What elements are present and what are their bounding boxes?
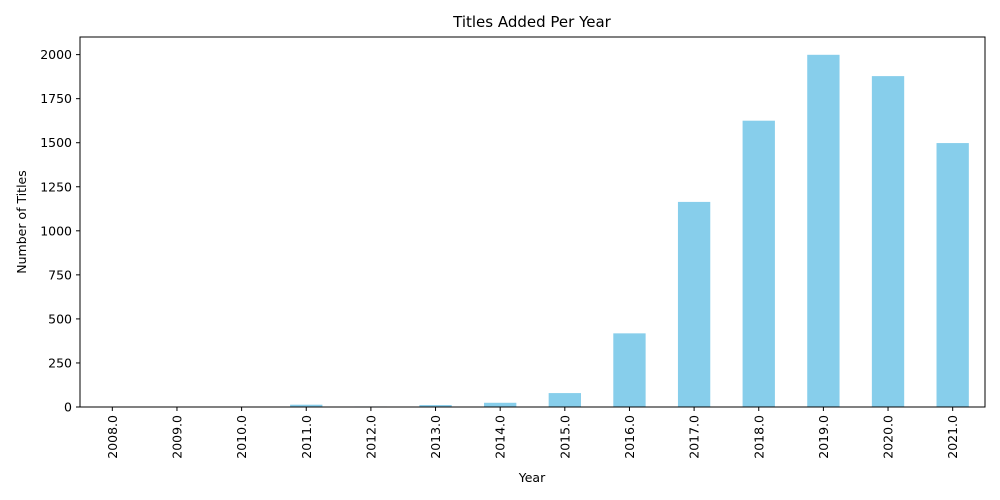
- y-tick-label: 500: [48, 311, 72, 326]
- x-tick-label: 2008.0: [105, 415, 120, 459]
- bar-2011-0: [290, 404, 323, 407]
- y-axis-title: Number of Titles: [14, 170, 29, 274]
- y-tick-label: 2000: [40, 47, 72, 62]
- y-tick-label: 1750: [40, 91, 72, 106]
- x-tick-label: 2015.0: [557, 415, 572, 459]
- x-tick-label: 2021.0: [945, 415, 960, 459]
- x-tick-label: 2019.0: [816, 415, 831, 459]
- bar-2018-0: [742, 120, 775, 407]
- x-tick-label: 2018.0: [751, 415, 766, 459]
- plot-area: 0 250 500 750 1000 1250 1500 1750 2000 2008.0 2009…: [40, 36, 986, 459]
- bar-2014-0: [484, 402, 517, 407]
- x-tick-label: 2012.0: [363, 415, 378, 459]
- plot-frame: [79, 36, 986, 408]
- x-tick-label: 2017.0: [687, 415, 702, 459]
- x-tick-label: 2020.0: [881, 415, 896, 459]
- y-tick-label: 1000: [40, 223, 72, 238]
- x-axis-title: Year: [518, 470, 546, 485]
- bar-2021-0: [936, 143, 969, 407]
- bar-2016-0: [613, 333, 646, 407]
- chart-title: Titles Added Per Year: [452, 13, 612, 31]
- x-tick-label: 2016.0: [622, 415, 637, 459]
- bar-2015-0: [548, 393, 581, 407]
- y-tick-label: 0: [64, 400, 72, 415]
- y-tick-label: 250: [48, 355, 72, 370]
- bar-2019-0: [807, 54, 840, 408]
- x-tick-label: 2013.0: [428, 415, 443, 459]
- x-tick-label: 2014.0: [493, 415, 508, 459]
- bar-2017-0: [677, 201, 711, 407]
- y-tick-label: 1500: [40, 135, 72, 150]
- x-tick-label: 2011.0: [299, 415, 314, 459]
- x-tick-label: 2009.0: [169, 415, 184, 459]
- bar-2013-0: [419, 405, 452, 407]
- bar-2020-0: [871, 76, 905, 408]
- x-tick-label: 2010.0: [234, 415, 249, 459]
- y-tick-label: 1250: [40, 179, 72, 194]
- y-tick-label: 750: [48, 267, 72, 282]
